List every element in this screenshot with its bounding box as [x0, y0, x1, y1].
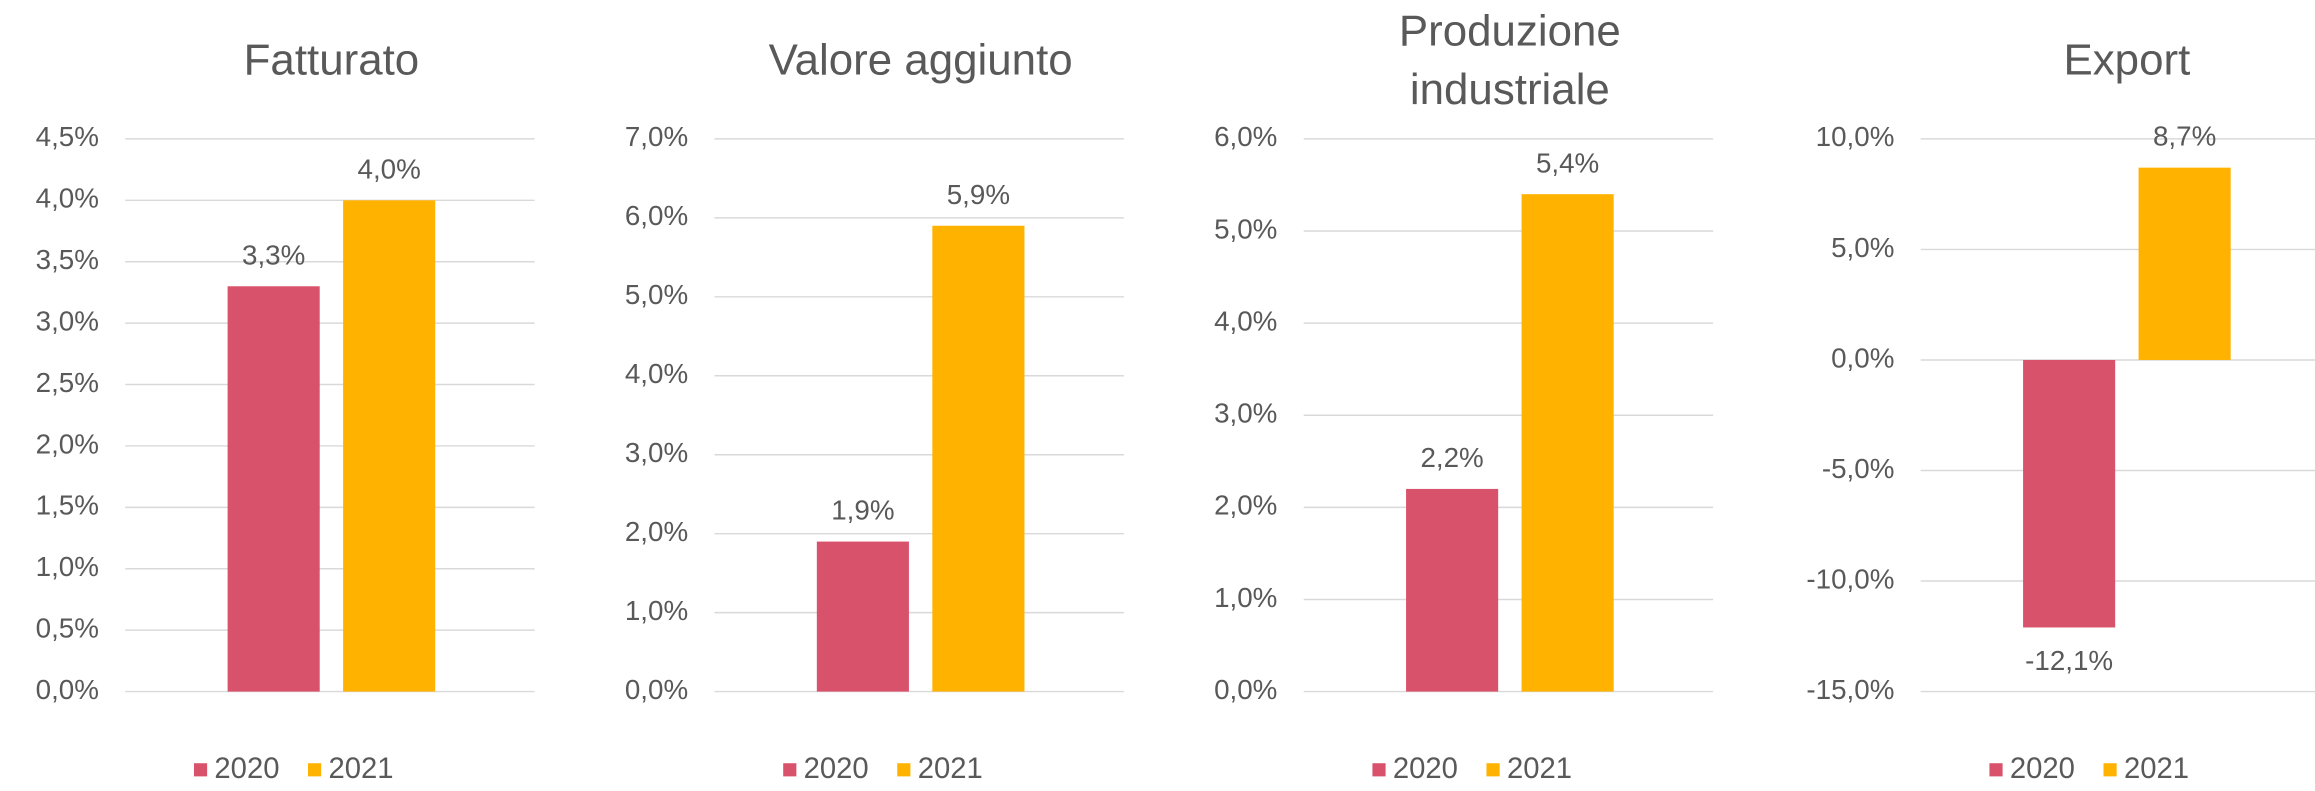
y-tick-label: 4,5%	[36, 121, 99, 152]
chart-title: Valore aggiunto	[768, 36, 1073, 85]
chart: Valore aggiunto 0,0% 1,0% 2,0% 3,0% 4,0% 5,0% 6…	[625, 36, 1124, 785]
chart: Export -15,0% -10,0% -5,0% 0,0% 5,0% 10,0% -12,…	[1806, 36, 2315, 785]
y-tick-label: 0,5%	[36, 613, 99, 644]
y-tick-label: 1,5%	[36, 490, 99, 521]
legend-label: 2021	[918, 753, 983, 785]
bar	[1521, 194, 1614, 692]
data-label: 4,0%	[358, 153, 421, 184]
legend-swatch	[897, 763, 911, 777]
legend-label: 2020	[2010, 753, 2075, 785]
y-tick-label: 3,0%	[1214, 398, 1277, 429]
y-tick-label: 0,0%	[625, 674, 688, 705]
legend-swatch	[1372, 763, 1386, 777]
bar	[816, 541, 909, 692]
y-tick-label: 3,0%	[36, 305, 99, 336]
data-label: 2,2%	[1420, 442, 1483, 473]
y-tick-label: 0,0%	[1214, 674, 1277, 705]
legend-label: 2021	[2124, 753, 2189, 785]
chart-title-box: Valore aggiunto	[768, 36, 1073, 85]
bar	[2138, 167, 2231, 360]
legend-swatch	[783, 763, 797, 777]
y-tick-label: 5,0%	[1214, 213, 1277, 244]
y-tick-label: 3,0%	[625, 437, 688, 468]
legend-label: 2020	[1393, 753, 1458, 785]
chart-title-box: Produzione industriale	[1398, 7, 1621, 115]
y-tick-label: 1,0%	[1214, 582, 1277, 613]
chart: Fatturato 0,0% 0,5% 1,0% 1,5% 2,0% 2,5% 3,0% 3,5…	[36, 36, 535, 785]
legend-label: 2021	[1507, 753, 1572, 785]
legend-swatch	[1989, 763, 2003, 777]
bar	[2023, 359, 2116, 628]
chart-title-box: Fatturato	[243, 36, 420, 85]
y-tick-label: 5,0%	[625, 279, 688, 310]
y-tick-label: 6,0%	[1214, 121, 1277, 152]
y-tick-label: 10,0%	[1816, 121, 1895, 152]
chart-title-box: Export	[2063, 36, 2191, 85]
y-tick-label: -10,0%	[1806, 563, 1894, 594]
legend-swatch	[308, 763, 322, 777]
y-tick-label: 0,0%	[36, 674, 99, 705]
chart-title: Produzione industriale	[1398, 7, 1621, 115]
data-label: 8,7%	[2153, 121, 2216, 152]
legend-swatch	[193, 763, 208, 777]
legend-swatch	[1486, 763, 1500, 777]
y-tick-label: -5,0%	[1822, 453, 1895, 484]
y-tick-label: 2,0%	[36, 428, 99, 459]
bar	[227, 286, 320, 692]
legend-label: 2020	[214, 753, 279, 785]
chart-title: Export	[2063, 36, 2191, 85]
y-tick-label: 4,0%	[36, 183, 99, 214]
bar	[343, 200, 436, 692]
y-tick-label: 4,0%	[625, 358, 688, 389]
y-tick-label: 6,0%	[625, 200, 688, 231]
y-tick-label: 1,0%	[625, 595, 688, 626]
y-tick-label: 2,5%	[36, 367, 99, 398]
data-label: 5,4%	[1536, 147, 1599, 178]
y-tick-label: 1,0%	[36, 551, 99, 582]
bar	[1406, 488, 1499, 692]
y-tick-label: 2,0%	[1214, 490, 1277, 521]
y-tick-label: 0,0%	[1831, 342, 1894, 373]
data-label: -12,1%	[2025, 645, 2113, 676]
legend-label: 2021	[328, 753, 393, 785]
chart: Produzione industriale 0,0% 1,0% 2,0% 3,0% 4,…	[1214, 7, 1714, 785]
y-tick-label: -15,0%	[1806, 674, 1894, 705]
data-label: 3,3%	[242, 239, 305, 270]
y-tick-label: 2,0%	[625, 516, 688, 547]
y-tick-label: 3,5%	[36, 244, 99, 275]
y-tick-label: 4,0%	[1214, 305, 1277, 336]
data-label: 5,9%	[947, 179, 1010, 210]
y-tick-label: 5,0%	[1831, 232, 1894, 263]
data-label: 1,9%	[831, 495, 894, 526]
legend-label: 2020	[804, 753, 869, 785]
chart-title: Fatturato	[243, 36, 420, 85]
legend-swatch	[2103, 763, 2117, 777]
y-tick-label: 7,0%	[625, 121, 688, 152]
bar	[932, 225, 1025, 692]
